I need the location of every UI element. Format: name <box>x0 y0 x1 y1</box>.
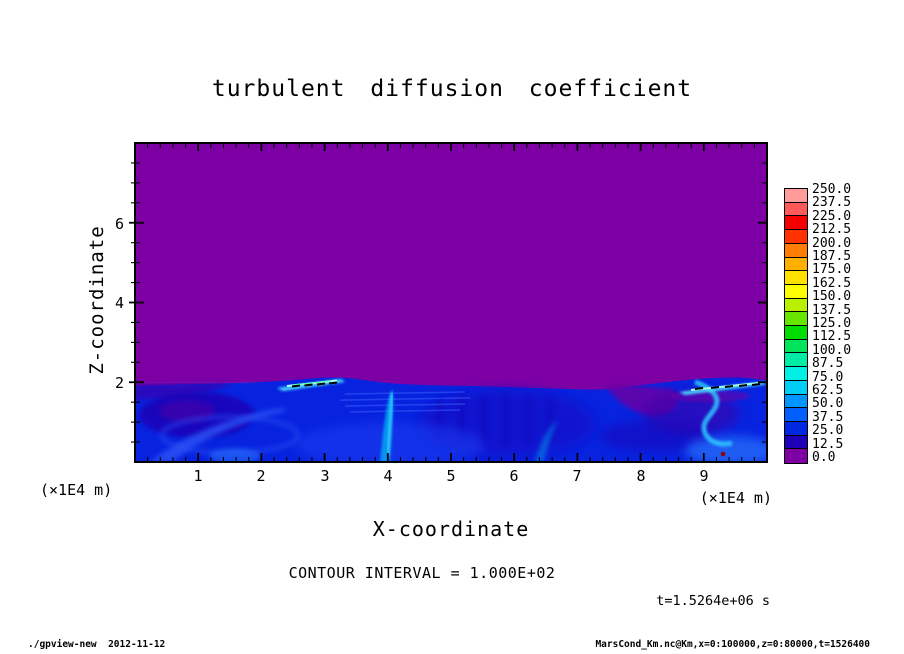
footer-right: MarsCond_Km.nc@Km,x=0:100000,z=0:80000,t… <box>595 639 870 650</box>
y-tick-label: 6 <box>114 215 124 233</box>
bottom-right-glow <box>685 436 767 462</box>
colorbar-label: 250.0 <box>812 182 852 197</box>
s-swirl <box>694 379 733 447</box>
ticks-layer <box>129 143 767 462</box>
plot-field <box>135 143 767 462</box>
colorbar-label: 162.5 <box>812 275 852 291</box>
contour-interval-note: CONTOUR INTERVAL = 1.000E+02 <box>288 564 556 582</box>
colorbar-label: 0.0 <box>812 450 836 465</box>
colorbar-label: 87.5 <box>812 356 844 372</box>
colorbar-label: 187.5 <box>812 249 852 264</box>
colorbar-label: 150.0 <box>812 289 852 305</box>
x-tick-label: 4 <box>383 467 393 485</box>
colorbar-label: 200.0 <box>812 235 852 251</box>
bottom-left-glow <box>209 448 261 462</box>
x-tick-label: 5 <box>446 467 456 485</box>
colorbar-label: 125.0 <box>812 316 852 331</box>
colorbar-label: 225.0 <box>812 208 852 224</box>
x-tick-label: 8 <box>636 467 646 485</box>
x-tick-label: 6 <box>509 467 519 485</box>
colorbar-label: 212.5 <box>812 222 852 238</box>
colorbar-label: 112.5 <box>812 329 852 345</box>
time-annotation: t=1.5264e+06 s <box>656 593 770 609</box>
colorbar-label: 175.0 <box>812 262 852 278</box>
x-tick-label: 7 <box>572 467 582 485</box>
footer-left: ./gpview-new 2012-11-12 <box>28 639 166 650</box>
dark-mottle-right2 <box>600 420 710 452</box>
violet-strip <box>135 382 235 400</box>
x-tick-label: 3 <box>320 467 330 485</box>
y-tick-label: 4 <box>114 294 124 312</box>
colorbar-box <box>784 448 808 464</box>
dark-red-spot <box>720 451 726 457</box>
contour-dashes-1 <box>291 381 338 388</box>
cyan-plume-a-core <box>386 392 394 456</box>
colorbar-label: 100.0 <box>812 342 852 358</box>
colorbar-label: 137.5 <box>812 302 852 318</box>
colorbar-label: 75.0 <box>812 369 844 385</box>
interface-tint <box>135 381 256 384</box>
cyan-plume-b <box>535 420 557 462</box>
colorbar-label: 25.0 <box>812 423 844 439</box>
x-tick-label: 9 <box>699 467 709 485</box>
x-tick-label: 1 <box>193 467 203 485</box>
colorbar-label: 50.0 <box>812 396 844 412</box>
x-tick-label: 2 <box>256 467 266 485</box>
colorbar-label: 237.5 <box>812 195 852 211</box>
bright-streak-1-green <box>292 380 332 386</box>
plot-area <box>129 142 768 463</box>
chart-title: turbulent diffusion coefficient <box>211 76 693 102</box>
contour-dashes-2 <box>694 383 761 390</box>
cyan-plume-a <box>380 389 394 462</box>
horizontal-striations <box>339 391 470 413</box>
x-axis-label: X-coordinate <box>372 517 530 541</box>
colorbar-label: 37.5 <box>812 409 844 425</box>
colorbar-label: 62.5 <box>812 383 844 398</box>
colorbar-label: 12.5 <box>812 436 844 452</box>
x-unit-label-left: (×1E4 m) <box>40 481 113 499</box>
y-tick-label: 2 <box>114 374 124 392</box>
x-unit-label-right: (×1E4 m) <box>699 489 772 507</box>
